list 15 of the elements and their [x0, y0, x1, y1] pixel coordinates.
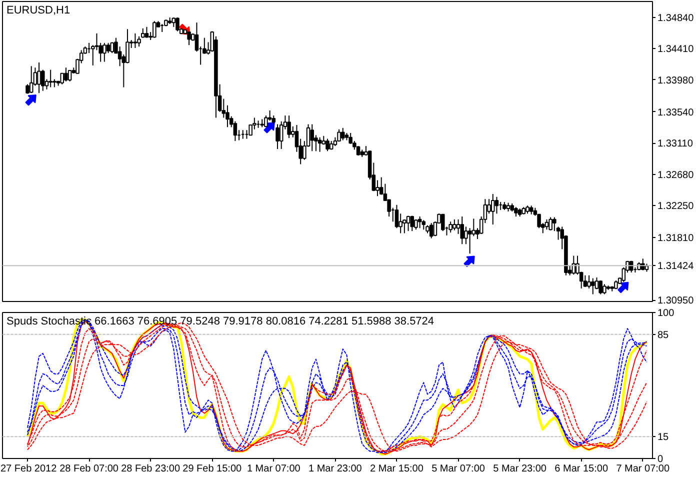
x-tick-label: 1 Mar 07:00 — [246, 464, 301, 474]
y-tick-label: 100 — [658, 308, 675, 319]
x-tick-label: 27 Feb 2012 — [0, 464, 58, 474]
x-tick-label: 28 Feb 07:00 — [60, 464, 119, 474]
x-tick-label: 1 Mar 23:00 — [308, 464, 362, 474]
x-tick-label: 5 Mar 07:00 — [432, 464, 486, 474]
x-tick-label: 6 Mar 15:00 — [554, 464, 608, 474]
y-tick-label: 85 — [658, 330, 670, 341]
y-tick-label: 15 — [658, 432, 670, 444]
x-tick-label: 29 Feb 15:00 — [182, 464, 242, 474]
x-tick-label: 28 Feb 23:00 — [121, 464, 180, 474]
x-tick-label: 2 Mar 15:00 — [370, 464, 424, 474]
x-tick-label: 7 Mar 07:00 — [616, 464, 670, 474]
y-tick-label: 0 — [658, 454, 664, 465]
x-tick-label: 5 Mar 23:00 — [493, 464, 547, 474]
